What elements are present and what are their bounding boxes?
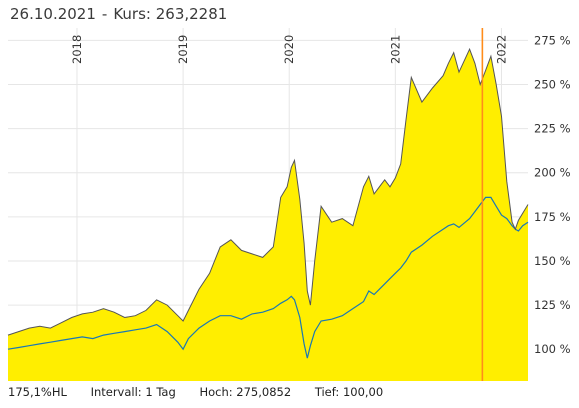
y-tick-label: 250 % (534, 77, 571, 91)
footer-high-label: Hoch: (199, 385, 233, 399)
footer-interval-label: Intervall: (90, 385, 142, 399)
performance-chart[interactable]: 100 % 125 % 150 % 175 % 200 % 225 % 250 % 275 %… (0, 0, 579, 385)
y-tick-label: 150 % (534, 254, 571, 268)
footer-interval-value: 1 Tag (145, 385, 176, 399)
price-line (7, 47, 529, 336)
x-tick-label: 2021 (388, 35, 402, 64)
header-separator: - (101, 5, 108, 23)
x-tick-label: 2020 (282, 35, 296, 64)
footer-hl: 175,1%HL (8, 385, 67, 399)
footer-high-value: 275,0852 (236, 385, 292, 399)
chart-footer: 175,1%HL Intervall: 1 Tag Hoch: 275,0852… (8, 385, 403, 399)
y-tick-label: 125 % (534, 298, 571, 312)
y-axis-labels: 100 % 125 % 150 % 175 % 200 % 225 % 250 % 275 % (534, 33, 571, 356)
footer-low-label: Tief: (314, 385, 340, 399)
chart-header: 26.10.2021- Kurs: 263,2281 (10, 5, 227, 23)
y-tick-label: 200 % (534, 166, 571, 180)
benchmark-line (7, 196, 529, 359)
footer-low-value: 100,00 (342, 385, 384, 399)
x-axis-labels: 2018 2019 2020 2021 2022 (70, 35, 508, 64)
y-tick-label: 100 % (534, 342, 571, 356)
header-date: 26.10.2021 (10, 5, 96, 23)
x-tick-label: 2018 (70, 35, 84, 64)
y-tick-label: 225 % (534, 122, 571, 136)
header-price-value: 263,2281 (155, 5, 228, 23)
price-area (8, 49, 528, 381)
y-tick-label: 175 % (534, 210, 571, 224)
x-tick-label: 2022 (494, 35, 508, 64)
x-tick-label: 2019 (176, 35, 190, 64)
y-tick-label: 275 % (534, 33, 571, 47)
header-price-label: Kurs: (113, 5, 151, 23)
